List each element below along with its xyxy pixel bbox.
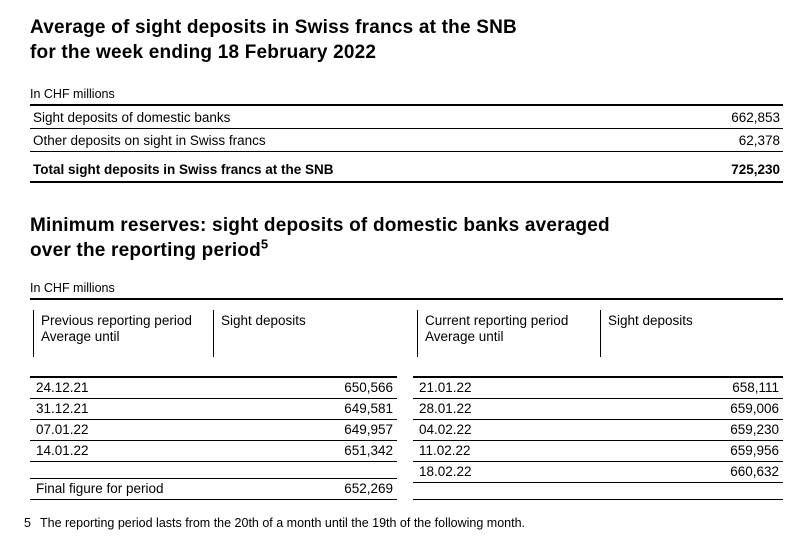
row-date: 11.02.22 [419, 443, 471, 458]
row-value: 651,342 [344, 443, 393, 458]
row-value: 659,006 [730, 401, 779, 416]
table1-row-domestic-banks: Sight deposits of domestic banks 662,853 [30, 106, 783, 129]
row-date: 21.01.22 [419, 380, 472, 395]
header-current-period: Current reporting period Average until [417, 310, 600, 357]
row-value: 659,956 [730, 443, 779, 458]
row-date: 28.01.22 [419, 401, 472, 416]
section2-unit-label: In CHF millions [30, 281, 783, 300]
footnote: 5 The reporting period lasts from the 20… [24, 516, 783, 530]
row-date: 07.01.22 [36, 422, 89, 437]
total-label: Total sight deposits in Swiss francs at … [33, 162, 334, 177]
header-current-sight-deposits: Sight deposits [600, 310, 780, 357]
total-value: 725,230 [731, 162, 780, 177]
table2-header-row: Previous reporting period Average until … [33, 310, 783, 357]
footnote-text: The reporting period lasts from the 20th… [40, 516, 526, 530]
table-row: 24.12.21 650,566 [30, 378, 397, 399]
current-period-table: 21.01.22 658,111 28.01.22 659,006 04.02.… [413, 376, 783, 500]
section1-unit-label: In CHF millions [30, 87, 783, 106]
section1-title-line2: for the week ending 18 February 2022 [30, 42, 377, 63]
table-row: 07.01.22 649,957 [30, 420, 397, 441]
row-date: 04.02.22 [419, 422, 472, 437]
header-previous-sight-deposits: Sight deposits [213, 310, 417, 357]
final-figure-value: 652,269 [344, 481, 393, 496]
table-row: 04.02.22 659,230 [413, 420, 783, 441]
row-value: 659,230 [730, 422, 779, 437]
header-previous-period: Previous reporting period Average until [33, 310, 213, 357]
footnote-marker: 5 [24, 516, 31, 530]
section2-title: Minimum reserves: sight deposits of dome… [30, 213, 783, 263]
table-gap [397, 376, 413, 500]
row-date: 14.01.22 [36, 443, 89, 458]
table-row: 18.02.22 660,632 [413, 462, 783, 483]
row-label: Sight deposits of domestic banks [33, 110, 231, 125]
table2-body: 24.12.21 650,566 31.12.21 649,581 07.01.… [30, 376, 783, 500]
row-value: 649,957 [344, 422, 393, 437]
table-row: 21.01.22 658,111 [413, 378, 783, 399]
table-row: 14.01.22 651,342 [30, 441, 397, 462]
row-value: 658,111 [732, 380, 779, 395]
row-value: 650,566 [344, 380, 393, 395]
empty-row [30, 462, 397, 479]
empty-row [413, 483, 783, 500]
row-date: 31.12.21 [36, 401, 89, 416]
table1-row-total: Total sight deposits in Swiss francs at … [30, 158, 783, 183]
row-value: 649,581 [344, 401, 393, 416]
row-date: 24.12.21 [36, 380, 89, 395]
final-figure-label: Final figure for period [36, 481, 164, 496]
section1-title: Average of sight deposits in Swiss franc… [30, 15, 783, 65]
final-figure-row: Final figure for period 652,269 [30, 479, 397, 500]
table-row: 28.01.22 659,006 [413, 399, 783, 420]
row-label: Other deposits on sight in Swiss francs [33, 133, 266, 148]
table-row: 11.02.22 659,956 [413, 441, 783, 462]
row-date: 18.02.22 [419, 464, 472, 479]
section2-title-line1: Minimum reserves: sight deposits of dome… [30, 215, 610, 236]
row-value: 662,853 [731, 110, 780, 125]
document-content: Average of sight deposits in Swiss franc… [0, 15, 804, 530]
row-value: 660,632 [730, 464, 779, 479]
table-row: 31.12.21 649,581 [30, 399, 397, 420]
previous-period-table: 24.12.21 650,566 31.12.21 649,581 07.01.… [30, 376, 397, 500]
table1-row-other-deposits: Other deposits on sight in Swiss francs … [30, 129, 783, 152]
section1-title-line1: Average of sight deposits in Swiss franc… [30, 17, 517, 38]
row-value: 62,378 [738, 133, 780, 148]
section2-title-line2: over the reporting period5 [30, 236, 269, 261]
footnote-reference: 5 [260, 236, 269, 252]
